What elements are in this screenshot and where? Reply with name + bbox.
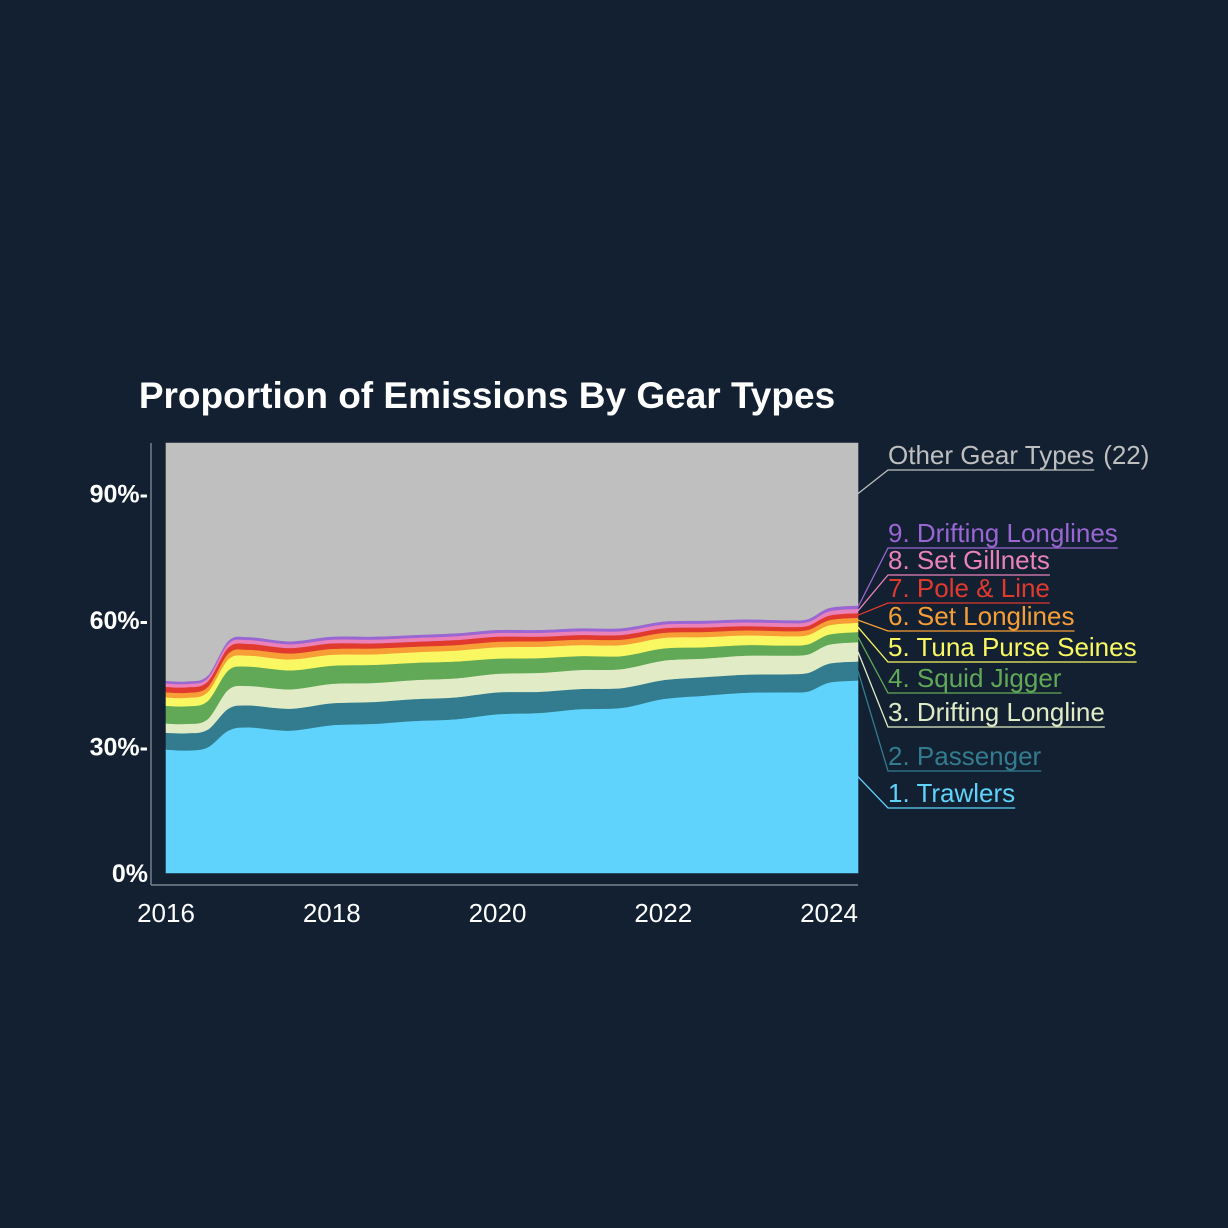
legend-leader-line: [857, 574, 1050, 612]
legend-item-8-set-gillnets: 8. Set Gillnets: [857, 545, 1050, 612]
legend: 1. Trawlers 2. Passenger 3. Drifting Longl…: [857, 440, 1149, 809]
legend-label: 6. Set Longlines: [888, 601, 1074, 631]
y-tick-label: 30%-: [90, 734, 148, 762]
y-tick-label: 90%-: [90, 481, 148, 509]
area-other-gear-types: [165, 442, 859, 682]
axes: 0% 30%- 60%- 90%- 2016 2018 2020 2022 2024: [90, 443, 858, 928]
legend-item-1-trawlers: 1. Trawlers: [857, 776, 1016, 809]
legend-label: 7. Pole & Line: [888, 573, 1050, 603]
legend-item-7-pole-line: 7. Pole & Line: [857, 573, 1050, 616]
y-tick-label: 60%-: [90, 607, 148, 635]
legend-label: 2. Passenger: [888, 741, 1042, 771]
legend-label: 1. Trawlers: [888, 778, 1015, 808]
legend-label-suffix: (22): [1103, 440, 1149, 470]
y-tick-label: 0%: [112, 860, 148, 888]
x-tick-label: 2022: [634, 898, 692, 928]
legend-label: 4. Squid Jigger: [888, 663, 1062, 693]
legend-label: 9. Drifting Longlines: [888, 518, 1118, 548]
legend-leader-line: [857, 636, 1062, 694]
legend-item-4-squid-jigger: 4. Squid Jigger: [857, 636, 1062, 694]
legend-leader-line: [857, 651, 1105, 728]
legend-leader-line: [857, 469, 1095, 495]
legend-leader-line: [857, 602, 1050, 616]
legend-label: 3. Drifting Longline: [888, 697, 1105, 727]
legend-leader-line: [857, 670, 1042, 772]
legend-leader-line: [857, 626, 1137, 663]
legend-leader-line: [857, 619, 1075, 632]
legend-item-5-tuna-purse-seines: 5. Tuna Purse Seines: [857, 626, 1137, 663]
legend-item-other-gear-types: Other Gear Types (22): [857, 440, 1149, 495]
area-layers: [165, 442, 859, 874]
legend-label: Other Gear Types: [888, 440, 1094, 470]
x-tick-label: 2016: [137, 898, 195, 928]
chart-title: Proportion of Emissions By Gear Types: [139, 375, 835, 416]
legend-label: 5. Tuna Purse Seines: [888, 632, 1137, 662]
legend-item-3-drifting-longline: 3. Drifting Longline: [857, 651, 1105, 728]
x-tick-label: 2024: [800, 898, 858, 928]
legend-label: 8. Set Gillnets: [888, 545, 1050, 575]
x-tick-label: 2020: [469, 898, 527, 928]
legend-leader-line: [857, 547, 1118, 608]
x-tick-label: 2018: [303, 898, 361, 928]
legend-item-6-set-longlines: 6. Set Longlines: [857, 601, 1075, 632]
legend-item-2-passenger: 2. Passenger: [857, 670, 1042, 772]
legend-leader-line: [857, 776, 1016, 809]
legend-item-9-drifting-longlines: 9. Drifting Longlines: [857, 518, 1118, 608]
